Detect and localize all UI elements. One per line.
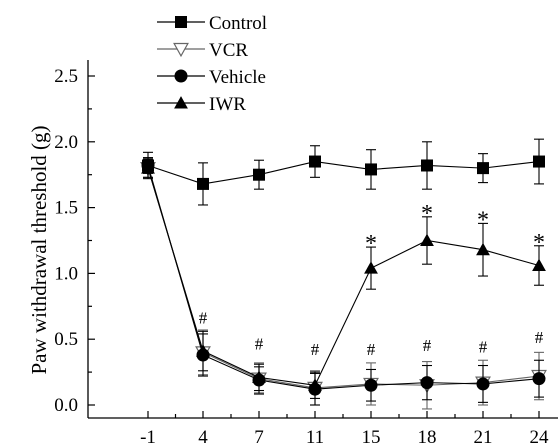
significance-star: *: [533, 230, 545, 256]
series-line: [147, 160, 540, 185]
x-tick-label: 18: [418, 427, 437, 448]
x-tick-label: 24: [530, 427, 550, 448]
legend-marker: [173, 42, 189, 58]
data-point: [420, 233, 434, 247]
data-point: [196, 348, 210, 362]
significance-star: *: [421, 201, 433, 227]
x-tick-label: 15: [362, 427, 381, 448]
data-point: [476, 242, 490, 256]
series-line: [147, 167, 540, 389]
legend: Control VCR Vehicle IWR: [157, 13, 267, 115]
legend-marker: [175, 16, 187, 28]
y-tick-label: 1.0: [54, 263, 78, 284]
data-point: [421, 159, 433, 172]
legend-item-vcr: VCR: [157, 40, 248, 61]
legend-item-control: Control: [157, 13, 267, 34]
series-vcr: [140, 158, 547, 410]
x-tick-label: 7: [254, 427, 264, 448]
legend-item-vehicle: Vehicle: [157, 67, 266, 88]
x-tick-label: 11: [306, 427, 324, 448]
series-control: [142, 138, 545, 206]
series-layer: [140, 138, 547, 410]
y-tick-label: 0.5: [54, 329, 78, 350]
data-point: [309, 155, 321, 168]
series-line: [147, 167, 540, 386]
legend-label: Control: [209, 13, 267, 34]
data-point: [308, 382, 322, 396]
y-tick-label: 2.5: [54, 66, 78, 87]
data-point: [252, 373, 266, 387]
series-iwr: [141, 158, 546, 399]
significance-star: *: [477, 207, 489, 233]
data-point: [365, 163, 377, 176]
y-axis-title: Paw withdrawal threshold (g): [27, 125, 51, 374]
y-tick-label: 1.5: [54, 198, 78, 219]
data-point: [476, 377, 490, 391]
legend-label: IWR: [209, 94, 246, 115]
data-point: [364, 261, 378, 274]
significance-hash: #: [255, 335, 264, 354]
data-point: [532, 258, 546, 272]
data-point: [532, 372, 546, 386]
y-tick-label: 0.0: [54, 395, 78, 416]
significance-hash: #: [311, 340, 320, 359]
series-line: [147, 165, 540, 390]
y-tick-label: 2.0: [54, 132, 78, 153]
significance-hash: #: [367, 340, 376, 359]
data-point: [477, 162, 489, 175]
legend-label: Vehicle: [209, 67, 266, 88]
significance-hash: #: [199, 308, 208, 327]
ticks-group: 0.0 0.5 1.0 1.5 2.0 2.5 -1 4 7 11 15 18 21 24: [54, 66, 549, 448]
data-point: [533, 155, 545, 168]
data-point: [420, 376, 434, 390]
x-tick-label: -1: [140, 427, 156, 448]
data-point: [197, 177, 209, 190]
significance-hash: #: [535, 328, 544, 347]
legend-label: VCR: [209, 40, 248, 61]
data-point: [364, 378, 378, 392]
data-point: [142, 159, 154, 172]
x-tick-label: 4: [198, 427, 208, 448]
significance-hash: #: [423, 336, 432, 355]
data-point: [253, 168, 265, 181]
axes: [87, 60, 558, 419]
legend-marker: [174, 69, 188, 83]
legend-marker: [174, 96, 188, 109]
significance-star: *: [365, 231, 377, 257]
annotation-layer: # # # # # # # * * * *: [199, 201, 545, 359]
legend-item-iwr: IWR: [157, 94, 246, 115]
series-vehicle: [141, 157, 546, 406]
significance-hash: #: [479, 337, 488, 356]
x-tick-label: 21: [474, 427, 493, 448]
